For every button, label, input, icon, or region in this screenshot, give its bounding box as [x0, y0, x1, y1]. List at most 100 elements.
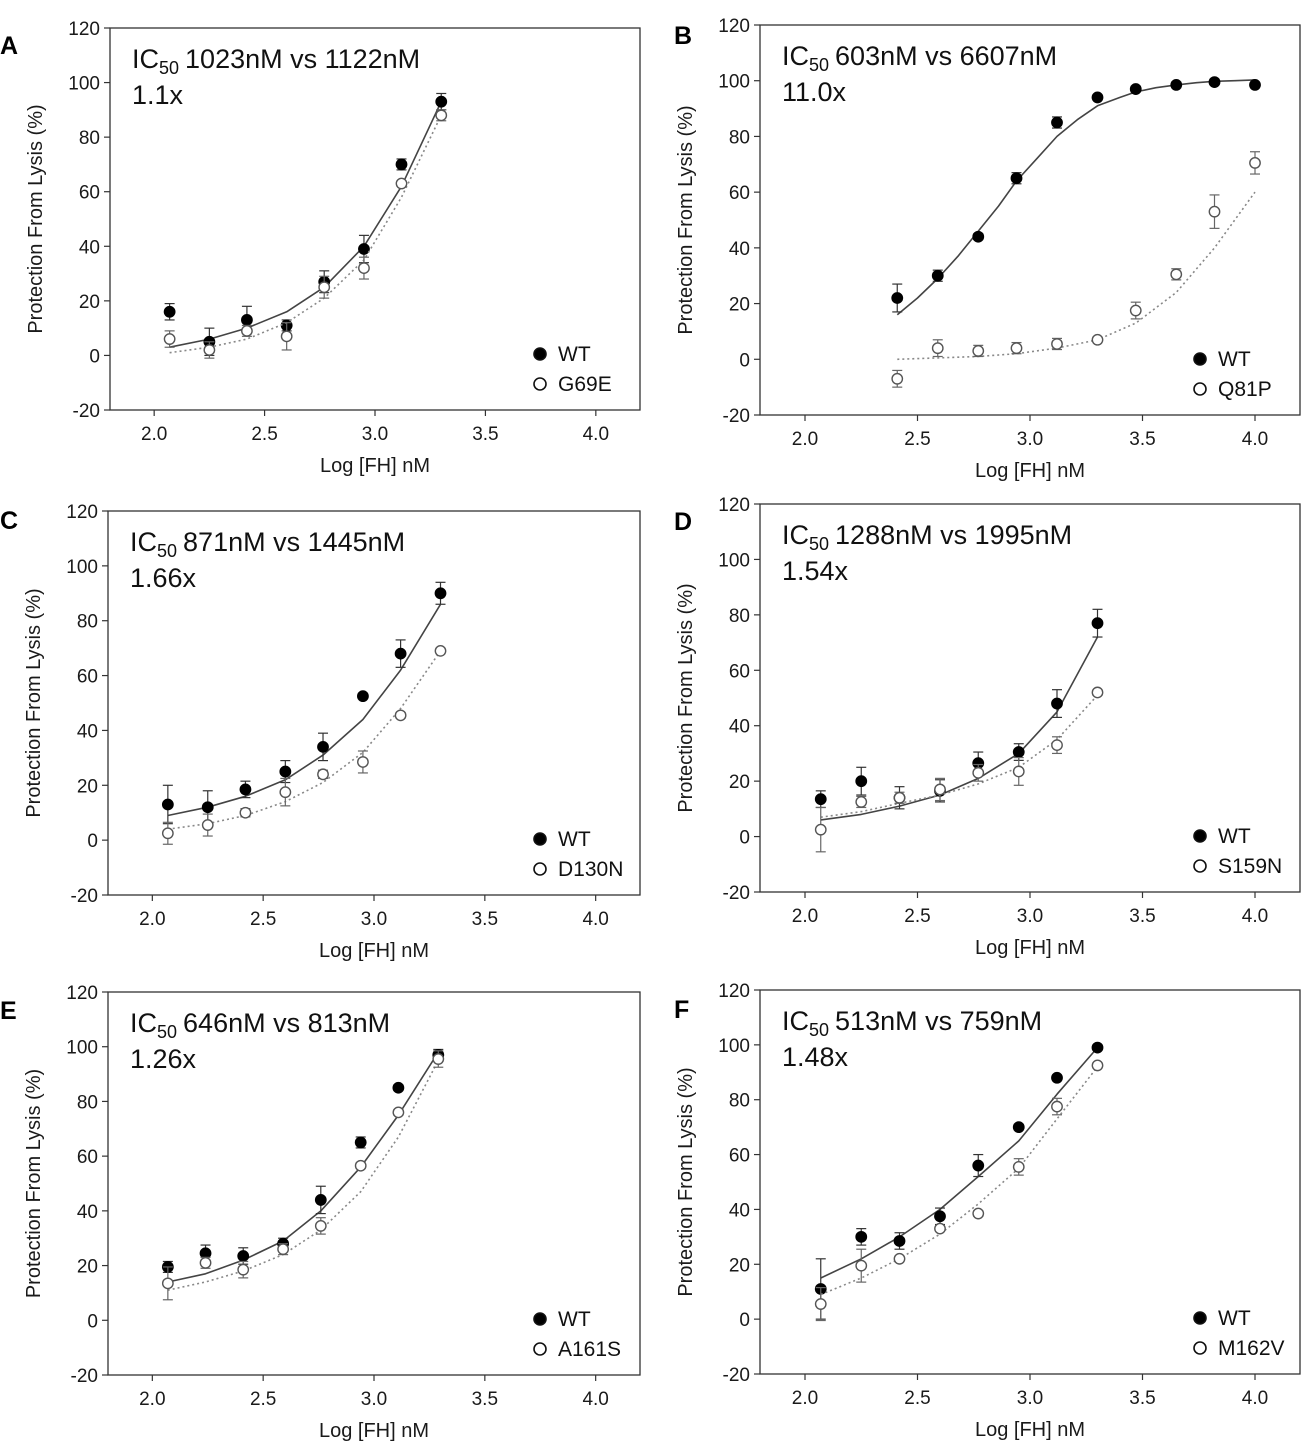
y-tick-label: 80 [729, 606, 750, 627]
data-point [1051, 116, 1063, 129]
legend-marker [533, 1342, 547, 1356]
data-point [972, 230, 985, 243]
panel-letter: F [674, 996, 689, 1024]
x-tick-label: 3.5 [472, 424, 498, 445]
series-a161s [161, 1050, 445, 1301]
x-tick-label: 2.5 [904, 906, 930, 927]
x-tick-label: 4.0 [1242, 1388, 1268, 1409]
y-tick-label: 80 [77, 612, 98, 633]
y-tick-label: 20 [729, 295, 750, 316]
ic50-prefix: IC [782, 520, 809, 550]
legend-label: WT [558, 1308, 591, 1331]
data-point [279, 765, 292, 778]
fit-curve [896, 79, 1256, 316]
data-point [1091, 686, 1104, 699]
y-tick-label: 60 [729, 1146, 750, 1167]
y-tick-label: 20 [729, 1255, 750, 1276]
ic50-subscript: 50 [809, 55, 829, 75]
x-tick-label: 2.5 [250, 1389, 276, 1410]
y-tick-label: 0 [89, 346, 100, 367]
y-tick-label: 60 [79, 183, 100, 204]
fit-curve [820, 694, 1099, 818]
y-tick-label: 20 [77, 1257, 98, 1278]
data-point [392, 1081, 405, 1094]
data-point [1170, 78, 1183, 91]
data-point [1208, 76, 1221, 89]
fit-curve [169, 101, 442, 348]
data-point [237, 1263, 250, 1276]
y-axis-title: Protection From Lysis (%) [675, 105, 697, 334]
series-wt [163, 92, 448, 357]
x-tick-label: 2.0 [792, 906, 818, 927]
data-point [241, 324, 253, 337]
data-point [1129, 83, 1142, 95]
fold-change: 1.66x [130, 563, 197, 593]
y-tick-label: 40 [729, 717, 750, 738]
legend-label: WT [1218, 348, 1251, 371]
y-tick-label: 120 [68, 19, 100, 40]
x-tick-label: 2.5 [251, 424, 277, 445]
series-s159n [814, 686, 1104, 853]
series-wt [814, 608, 1104, 821]
legend-label: D130N [558, 858, 623, 881]
panel-c: C -20 0 20 40 60 80 100 120 2.0 2.5 3.0 3.5 4.0 Log [F… [0, 502, 641, 962]
data-point [358, 262, 370, 275]
y-axis-title: Protection From Lysis (%) [25, 104, 47, 333]
data-point [394, 647, 407, 660]
y-axis-title: Protection From Lysis (%) [675, 1067, 697, 1296]
data-point [1170, 268, 1183, 281]
series-m162v [814, 1059, 1104, 1322]
legend-label: G69E [558, 373, 612, 396]
fold-change: 1.26x [130, 1044, 197, 1074]
data-point [931, 269, 944, 282]
y-tick-label: 100 [718, 550, 750, 571]
ic50-prefix: IC [130, 1008, 157, 1038]
data-point [354, 1159, 367, 1172]
legend-marker [1193, 1311, 1207, 1325]
y-tick-label: 120 [718, 495, 750, 516]
ic50-prefix: IC [782, 41, 809, 71]
data-point [203, 344, 216, 356]
legend-label: S159N [1218, 855, 1282, 878]
data-point [931, 342, 944, 355]
panel-b: B -20 0 20 40 60 80 100 120 2.0 2.5 3.0 3.5 4.0 Log [F… [674, 16, 1301, 482]
legend-label: WT [558, 343, 591, 366]
fit-curve [167, 650, 442, 830]
ic50-annotation: IC50 646nM vs 813nM [130, 1008, 390, 1042]
legend-marker [533, 377, 547, 391]
fold-change: 1.48x [782, 1042, 849, 1072]
y-tick-label: 120 [66, 502, 98, 523]
y-tick-label: -20 [723, 1365, 750, 1386]
x-tick-label: 3.0 [361, 1389, 387, 1410]
y-tick-label: 0 [739, 828, 750, 849]
data-point [394, 709, 407, 722]
legend-marker [1193, 352, 1207, 366]
y-tick-label: 80 [729, 1091, 750, 1112]
legend-marker [533, 1312, 547, 1326]
ic50-prefix: IC [132, 44, 159, 74]
data-point [199, 1256, 212, 1269]
x-tick-label: 3.0 [1017, 1388, 1043, 1409]
data-point [161, 798, 174, 811]
ic50-annotation: IC50 871nM vs 1445nM [130, 527, 405, 561]
data-point [1091, 1041, 1104, 1054]
y-tick-label: 0 [87, 1311, 98, 1332]
x-tick-label: 3.5 [1129, 906, 1155, 927]
x-tick-label: 3.0 [362, 424, 388, 445]
y-tick-label: 100 [66, 557, 98, 578]
data-point [1129, 304, 1142, 317]
x-tick-label: 3.0 [1017, 906, 1043, 927]
panel-letter: A [0, 32, 18, 60]
ic50-prefix: IC [130, 527, 157, 557]
data-point [1091, 1059, 1104, 1072]
data-point [279, 786, 292, 799]
data-point [814, 793, 827, 806]
data-point [972, 766, 985, 779]
panel-f: F -20 0 20 40 60 80 100 120 2.0 2.5 3.0 3.5 4.0 Log [F… [674, 981, 1301, 1441]
y-tick-label: -20 [71, 886, 98, 907]
data-point [1012, 1161, 1025, 1173]
panel-e: E -20 0 20 40 60 80 100 120 2.0 2.5 3.0 3.5 4.0 Log [F… [0, 983, 641, 1442]
x-axis-title: Log [FH] nM [319, 940, 429, 962]
y-tick-label: 40 [79, 237, 100, 258]
data-point [237, 1250, 250, 1262]
